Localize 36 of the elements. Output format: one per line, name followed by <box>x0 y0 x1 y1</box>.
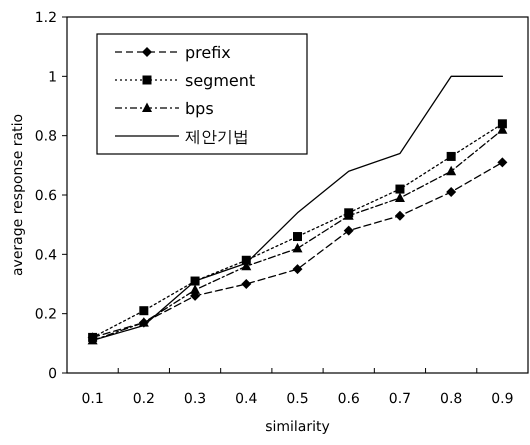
x-tick-label: 0.9 <box>491 391 514 407</box>
point <box>344 226 354 236</box>
y-tick-label: 1 <box>48 69 57 86</box>
point <box>446 166 456 176</box>
point <box>190 284 200 294</box>
y-tick-label: 0.6 <box>34 188 58 204</box>
point <box>446 152 456 161</box>
y-tick-label: 1.2 <box>34 10 57 26</box>
point <box>395 184 404 194</box>
point <box>293 232 302 242</box>
legend-label: prefix <box>185 43 231 62</box>
point <box>292 264 302 274</box>
x-tick-label: 0.3 <box>184 391 206 407</box>
point <box>446 187 456 198</box>
x-tick-label: 0.5 <box>286 391 309 407</box>
y-tick-label: 0.2 <box>34 306 57 323</box>
x-tick-label: 0.2 <box>132 391 155 407</box>
y-tick-label: 0.4 <box>34 247 58 264</box>
point <box>241 279 252 289</box>
legend-label: segment <box>185 71 256 90</box>
x-tick-label: 0.6 <box>338 391 360 407</box>
x-tick-label: 0.8 <box>440 391 462 407</box>
point <box>394 210 405 221</box>
legend-label: bps <box>185 99 214 118</box>
point <box>394 192 405 202</box>
y-axis-title: average response ratio <box>10 114 26 276</box>
y-tick-label: 0 <box>48 366 57 382</box>
x-tick-label: 0.7 <box>388 391 412 407</box>
x-axis-title: similarity <box>265 419 330 435</box>
point <box>292 242 302 252</box>
x-tick-label: 0.1 <box>81 391 104 407</box>
x-tick-label: 0.4 <box>235 391 258 407</box>
point <box>139 306 148 316</box>
y-tick-label: 0.8 <box>34 128 57 145</box>
point <box>497 157 508 168</box>
legend-label: 제안기법 <box>185 127 249 146</box>
